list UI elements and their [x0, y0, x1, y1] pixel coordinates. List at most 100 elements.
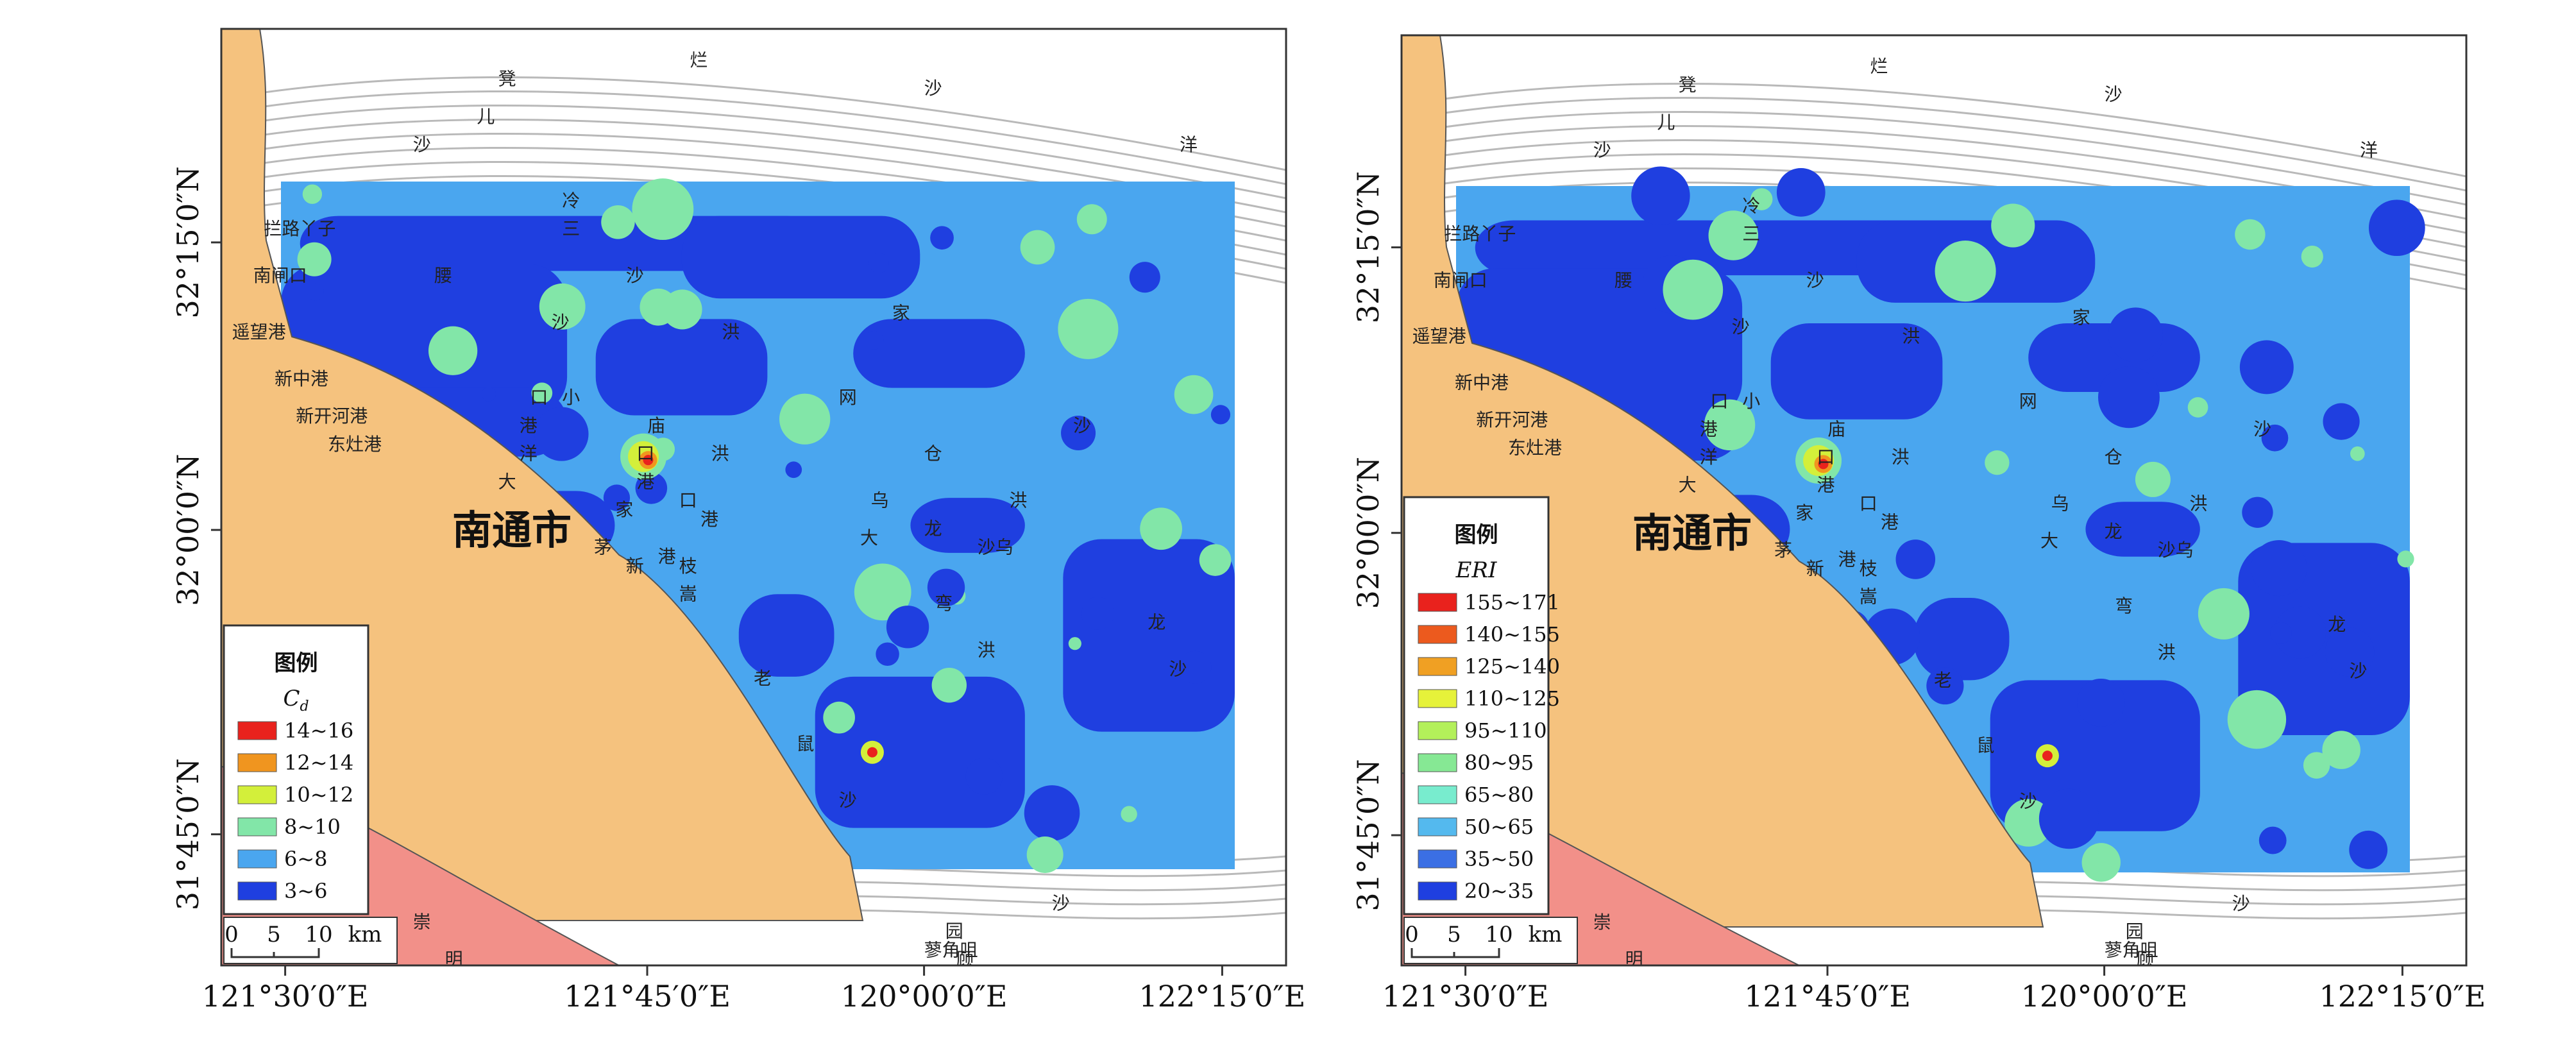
place-label: 蓼角咀	[924, 939, 978, 960]
y-tick-label: 31°45′0″N	[1351, 759, 1385, 911]
place-label: 沙	[1073, 415, 1091, 436]
legend-swatch	[1418, 785, 1457, 804]
x-tick-label: 122°15′0″E	[1139, 979, 1305, 1014]
place-label: 小	[1742, 391, 1760, 412]
legend-entry-label: 14~16	[284, 718, 353, 743]
legend-swatch	[1418, 657, 1457, 676]
place-label: 南闸口	[253, 265, 307, 286]
place-label: 洋	[520, 443, 538, 464]
place-label: 口	[636, 443, 654, 464]
legend-entry-label: 95~110	[1464, 718, 1547, 743]
place-label: 口	[1817, 446, 1835, 468]
place-label: 烂	[690, 49, 708, 71]
place-label: 大	[1679, 475, 1697, 496]
place-label: 沙	[924, 78, 942, 99]
y-tick-label: 31°45′0″N	[171, 758, 205, 910]
place-label: 港	[1817, 475, 1835, 496]
place-label: 洋	[1700, 446, 1718, 468]
scale-tick-label: 5	[1447, 922, 1461, 947]
place-label: 茅	[1774, 539, 1792, 561]
place-label: 家	[2072, 307, 2090, 328]
place-label: 口	[1860, 493, 1877, 514]
place-label: 洋	[1180, 134, 1198, 155]
place-label: 沙乌	[2158, 539, 2194, 561]
place-label: 嵩	[679, 584, 697, 605]
x-tick-label: 122°15′0″E	[2319, 979, 2486, 1014]
place-label: 口	[1710, 391, 1728, 412]
map-body: 南通市烂凳 沙儿沙 洋冷三沙腰拦路丫子南闸口遥望港新中港新开河港东灶港小口港洋大沙洪…	[221, 29, 1286, 970]
place-label: 港	[700, 509, 718, 530]
place-label: 洪	[1892, 446, 1910, 468]
place-label: 港	[1700, 419, 1718, 440]
place-label: 洪	[2158, 642, 2176, 663]
x-tick-label: 121°30′0″E	[1382, 979, 1549, 1014]
place-label: 新中港	[275, 368, 328, 389]
x-tick-label: 120°00′0″E	[2021, 979, 2188, 1014]
place-label: 凳	[498, 69, 516, 90]
place-label: 仓	[924, 443, 942, 464]
legend-swatch	[237, 753, 277, 772]
place-label: 沙	[1052, 892, 1070, 913]
place-label: 沙	[2253, 419, 2271, 440]
place-label: 新开河港	[1476, 409, 1548, 430]
place-label: 乌	[2051, 493, 2069, 514]
place-label: 龙	[924, 518, 942, 539]
place-label: 洪	[1009, 490, 1027, 511]
place-label: 新开河港	[296, 405, 368, 427]
place-label: 顾	[956, 949, 974, 970]
scale-bar: 0 5 10 km	[223, 917, 398, 964]
place-label: 烂	[1870, 56, 1888, 77]
place-label: 口	[530, 387, 548, 408]
place-label: 港	[1881, 512, 1899, 533]
place-label: 洪	[2189, 493, 2207, 514]
place-label: 龙	[2105, 521, 2123, 542]
place-label: 洋	[2360, 140, 2378, 161]
scale-tick-label: 10	[1485, 922, 1513, 947]
scale-tick-label: 0	[225, 922, 239, 947]
y-tick-label: 32°15′0″N	[1351, 171, 1385, 323]
place-label: 儿	[477, 106, 495, 127]
legend-entry-label: 65~80	[1464, 783, 1534, 807]
legend-swatch	[1418, 721, 1457, 740]
place-label: 顾	[2136, 949, 2154, 970]
place-label: 东灶港	[328, 434, 382, 455]
place-label: 大	[498, 471, 516, 492]
place-label: 港	[658, 546, 676, 567]
place-label: 沙	[1732, 316, 1750, 337]
place-label: 港	[636, 471, 654, 492]
legend-swatch	[237, 817, 277, 836]
place-label: 大	[2040, 530, 2058, 552]
legend-swatch	[237, 849, 277, 869]
place-label: 崇	[413, 912, 431, 933]
legend-entry-label: 10~12	[284, 783, 353, 807]
legend-swatch	[237, 785, 277, 804]
place-label: 大	[860, 527, 878, 548]
legend-entry-label: 3~6	[284, 879, 328, 903]
place-label: 园	[2126, 921, 2144, 942]
legend-title: 图例	[275, 650, 318, 676]
place-label: 港	[520, 415, 538, 436]
place-label: 网	[2019, 391, 2037, 412]
place-label: 明	[1625, 949, 1643, 970]
legend-entry-label: 140~155	[1464, 622, 1560, 647]
legend-swatch	[237, 881, 277, 901]
place-label: 网	[839, 387, 857, 408]
legend: 图例 ERI 155~171 140~155 125~140 110~125 95~110 8…	[1403, 496, 1560, 915]
place-label: 沙	[413, 134, 431, 155]
city-label: 南通市	[452, 507, 572, 554]
scale-bar: 0 5 10 km	[1403, 917, 1578, 964]
mainland	[221, 29, 864, 921]
x-tick-label: 121°45′0″E	[564, 979, 731, 1014]
x-tick-label: 121°30′0″E	[202, 979, 369, 1014]
place-label: 腰	[434, 265, 452, 286]
place-label: 沙	[2105, 84, 2123, 105]
place-label: 沙	[1169, 658, 1187, 679]
place-label: 乌	[871, 490, 889, 511]
legend-swatch	[237, 721, 277, 740]
place-label: 沙	[1806, 270, 1824, 291]
place-label: 小	[562, 387, 580, 408]
legend-title: 图例	[1455, 522, 1498, 548]
legend-entry-label: 8~10	[284, 815, 341, 839]
